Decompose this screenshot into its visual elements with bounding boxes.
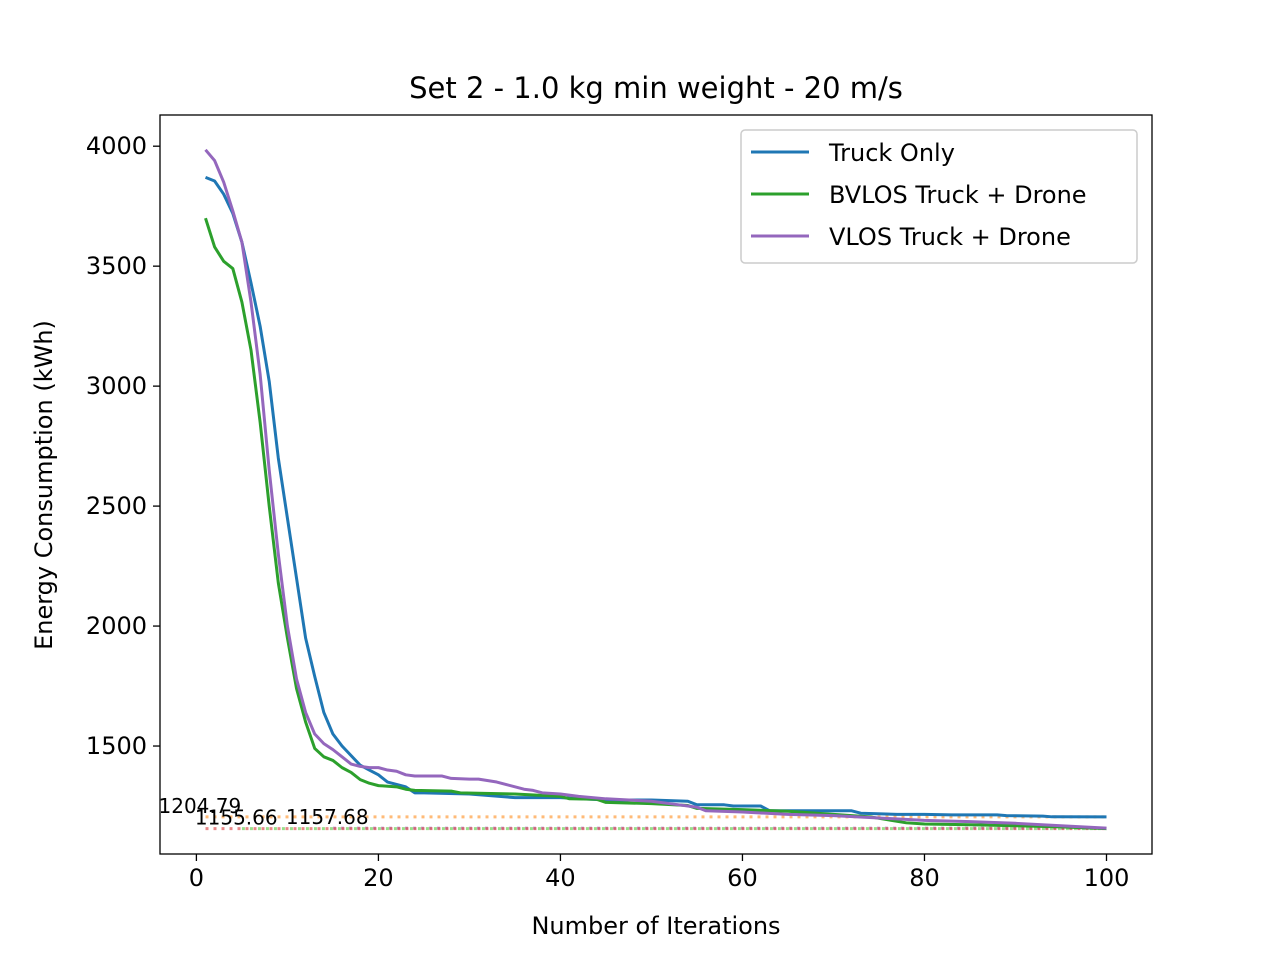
legend-label: BVLOS Truck + Drone <box>829 181 1087 209</box>
y-tick-label: 3500 <box>86 252 147 280</box>
x-tick-label: 60 <box>727 864 758 892</box>
x-tick-label: 100 <box>1084 864 1130 892</box>
y-tick-label: 2500 <box>86 492 147 520</box>
legend-box <box>740 129 1138 264</box>
y-tick-label: 4000 <box>86 132 147 160</box>
y-tick-label: 1500 <box>86 732 147 760</box>
axes-frame <box>159 114 1153 855</box>
series-line <box>204 148 1107 830</box>
legend-label: VLOS Truck + Drone <box>829 223 1071 251</box>
y-tick-label: 3000 <box>86 372 147 400</box>
x-axis-label: Number of Iterations <box>531 912 780 940</box>
x-tick-label: 0 <box>189 864 204 892</box>
legend-label: Truck Only <box>828 139 955 167</box>
x-tick-label: 80 <box>909 864 940 892</box>
y-axis-label: Energy Consumption (kWh) <box>30 320 58 650</box>
reference-label: 1157.68 <box>286 805 369 829</box>
chart-title: Set 2 - 1.0 kg min weight - 20 m/s <box>409 71 903 105</box>
reference-label: 1204.79 <box>159 794 242 818</box>
x-tick-label: 40 <box>545 864 576 892</box>
axis-ticks: 0 20 40 60 80 100 1500 2000 2500 3000 3500 4000 <box>86 132 1129 892</box>
legend: Truck Only BVLOS Truck + Drone VLOS Truck … <box>740 129 1138 264</box>
x-tick-label: 20 <box>363 864 394 892</box>
reference-label: 1155.66 <box>195 806 278 830</box>
y-tick-label: 2000 <box>86 612 147 640</box>
